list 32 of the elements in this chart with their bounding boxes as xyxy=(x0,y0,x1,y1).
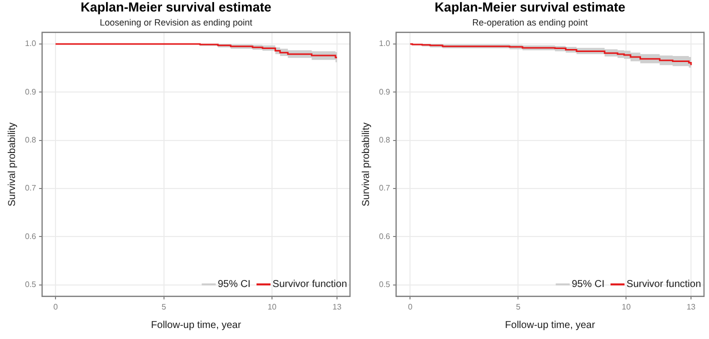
y-tick-label: 0.7 xyxy=(24,184,37,193)
x-tick-label: 10 xyxy=(268,302,278,312)
x-tick-label: 5 xyxy=(516,302,521,312)
legend-label: Survivor function xyxy=(272,279,348,290)
chart-subtitle: Re-operation as ending point xyxy=(472,17,588,28)
y-tick-label: 0.8 xyxy=(24,136,37,145)
y-axis-title: Survival probability xyxy=(6,122,18,206)
y-axis-title: Survival probability xyxy=(360,122,372,206)
y-tick-label: 1.0 xyxy=(378,39,391,48)
x-axis-title: Follow-up time, year xyxy=(505,320,596,331)
y-tick-label: 0.7 xyxy=(378,184,391,193)
x-tick-label: 13 xyxy=(686,302,696,312)
y-tick-label: 1.0 xyxy=(24,39,37,48)
x-tick-label: 0 xyxy=(408,302,413,312)
x-tick-label: 5 xyxy=(162,302,167,312)
legend-label: Survivor function xyxy=(626,279,702,290)
chart-subtitle: Loosening or Revision as ending point xyxy=(100,17,253,28)
y-tick-label: 0.9 xyxy=(378,87,391,96)
x-tick-label: 13 xyxy=(332,302,342,312)
x-axis-title: Follow-up time, year xyxy=(151,320,242,331)
chart-title: Kaplan-Meier survival estimate xyxy=(80,0,272,14)
y-tick-label: 0.5 xyxy=(24,280,37,290)
annotation: 95% CI xyxy=(218,279,251,290)
x-tick-label: 10 xyxy=(622,302,632,312)
chart-title: Kaplan-Meier survival estimate xyxy=(434,0,626,14)
annotation: 95% CI xyxy=(572,279,605,290)
y-tick-label: 0.8 xyxy=(378,136,391,145)
x-tick-label: 0 xyxy=(53,302,58,312)
y-tick-label: 0.9 xyxy=(24,87,37,96)
y-tick-label: 0.5 xyxy=(378,280,391,290)
y-tick-label: 0.6 xyxy=(24,232,37,241)
y-tick-label: 0.6 xyxy=(378,232,391,241)
